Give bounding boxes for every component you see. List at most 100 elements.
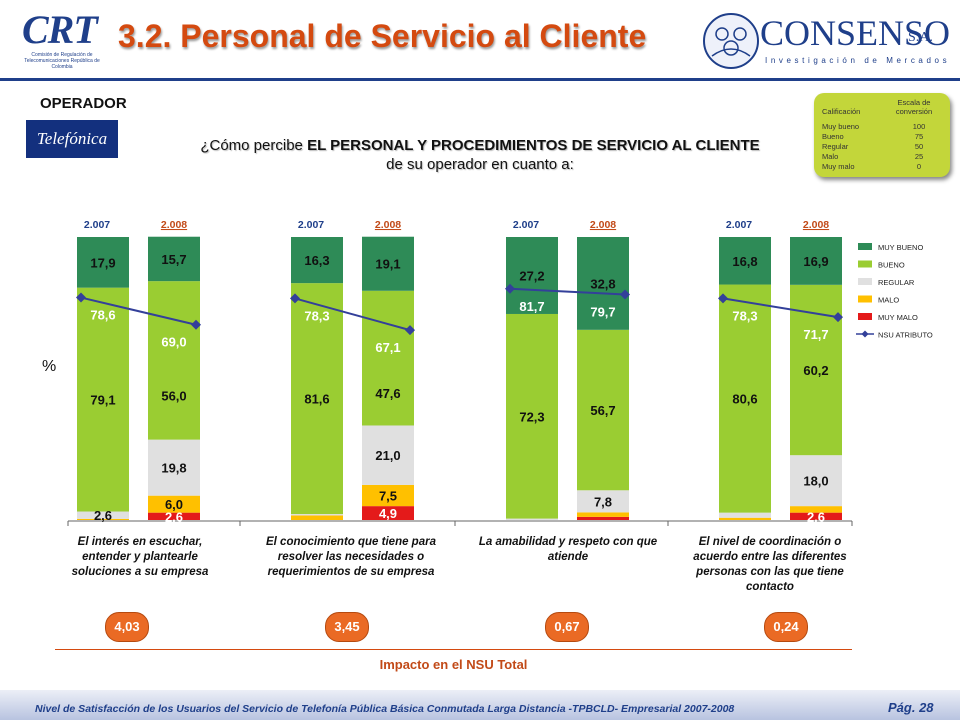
rating-row-label: Regular [822, 142, 849, 151]
group-description: El nivel de coordinación o acuerdo entre… [693, 536, 847, 593]
data-label: 2,6 [165, 509, 183, 524]
nsu-line [80, 296, 197, 326]
rating-row-value: 75 [914, 132, 924, 141]
bar-segment-regular [148, 439, 200, 496]
rating-row: Muy bueno 100 [822, 122, 942, 132]
year-label: 2.008 [803, 219, 829, 231]
legend-swatch [858, 278, 872, 285]
bar-segment-regular [506, 518, 558, 520]
year-label: 2.007 [726, 219, 752, 231]
page-title: 3.2. Personal de Servicio al Cliente [118, 18, 647, 54]
data-label: 27,2 [519, 268, 544, 283]
bar-segment-muy-bueno [790, 237, 842, 285]
nsu-impact-badge: 0,67 [545, 612, 589, 642]
nsu-line [294, 297, 411, 332]
group-description: La amabilidad y respeto con que atiende [478, 536, 658, 563]
nsu-value-label: 67,1 [375, 340, 400, 355]
crt-logo-subtitle: Comisión de Regulación de Telecomunicaci… [24, 52, 100, 70]
nsu-value-label: 69,0 [161, 335, 186, 350]
nsu-value-label: 81,7 [519, 299, 544, 314]
consenso-brand-name: CONSENSO [760, 13, 951, 53]
data-label: 7,5 [379, 489, 397, 504]
data-label: 7,8 [594, 494, 612, 509]
year-label: 2.008 [161, 219, 187, 231]
operator-label: OPERADOR [40, 95, 127, 112]
bar-segment-bueno [719, 284, 771, 513]
bar-segment-bueno [506, 313, 558, 519]
year-label: 2.007 [513, 219, 539, 231]
bar-segment-malo [362, 484, 414, 507]
data-label: 80,6 [732, 392, 757, 407]
bar-segment-muy-bueno [291, 237, 343, 284]
data-label: 4,9 [379, 506, 397, 521]
data-label: 19,8 [161, 461, 186, 476]
legend-label: BUENO [878, 261, 905, 270]
bar-segment-bueno [291, 283, 343, 515]
consenso-brand-sa: S.A. [908, 30, 933, 45]
bar-segment-regular [577, 490, 629, 513]
year-label: 2.007 [298, 219, 324, 231]
y-axis-label: % [42, 358, 57, 375]
data-label: 6,0 [165, 497, 183, 512]
nsu-point [505, 283, 515, 294]
footer-text: Nivel de Satisfacción de los Usuarios de… [35, 703, 735, 715]
legend-swatch-marker [861, 330, 869, 338]
nsu-impact-badge: 4,03 [105, 612, 149, 642]
impact-divider [55, 649, 852, 650]
data-label: 16,3 [304, 253, 329, 268]
rating-row-value: 25 [914, 152, 924, 161]
legend-label: REGULAR [878, 278, 915, 287]
data-label: 79,1 [90, 393, 115, 408]
group-description: El conocimiento que tiene para resolver … [266, 536, 436, 578]
footer-bar [0, 690, 960, 720]
rating-row: Bueno 75 [822, 132, 942, 142]
crt-logo: CRT [22, 7, 98, 52]
bar-segment-bueno [77, 287, 129, 512]
data-label: 32,8 [590, 276, 615, 291]
bar-segment-muy-malo [790, 512, 842, 520]
bar-segment-malo [577, 512, 629, 517]
bar-segment-bueno [148, 281, 200, 440]
bar-segment-muy-bueno [148, 236, 200, 282]
rating-row-value: 50 [914, 142, 924, 151]
bar-segment-muy-malo [148, 512, 200, 520]
bar-segment-muy-bueno [719, 237, 771, 285]
question-text: ¿Cómo percibe EL PERSONAL Y PROCEDIMIENT… [200, 136, 760, 174]
bar-segment-muy-bueno [577, 237, 629, 330]
nsu-value-label: 79,7 [590, 304, 615, 319]
nsu-value-label: 78,3 [732, 308, 757, 323]
bar-segment-muy-bueno [362, 236, 414, 291]
nsu-line [722, 297, 839, 319]
rating-row-label: Muy malo [822, 162, 855, 171]
data-label: 47,6 [375, 386, 400, 401]
bar-segment-bueno [362, 290, 414, 426]
legend-swatch [858, 260, 872, 268]
bar-segment-regular [719, 512, 771, 518]
data-label: 21,0 [375, 448, 400, 463]
nsu-point [718, 293, 728, 304]
rating-scale-box: Calificación Escala de conversión Muy bu… [814, 93, 950, 177]
bar-segment-malo [77, 518, 129, 520]
bar-segment-muy-malo [362, 506, 414, 520]
data-label: 15,7 [161, 252, 186, 267]
telefonica-logo: Telefónica [26, 120, 118, 158]
bar-segment-bueno [577, 329, 629, 491]
legend-label: MUY BUENO [878, 243, 923, 252]
nsu-point [290, 293, 300, 304]
nsu-point [620, 289, 630, 300]
nsu-line [509, 287, 626, 296]
nsu-impact-badge: 3,45 [325, 612, 369, 642]
rating-header-right: Escala de conversión [895, 98, 933, 116]
bar-segment-muy-bueno [77, 237, 129, 288]
group-description: El interés en escuchar, entender y plant… [71, 536, 209, 578]
data-label: 17,9 [90, 255, 115, 270]
bar-segment-regular [77, 511, 129, 519]
nsu-value-label: 78,3 [304, 308, 329, 323]
consenso-tagline: Investigación de Mercados [765, 56, 951, 65]
header-divider [0, 78, 960, 81]
legend-swatch [858, 313, 872, 320]
data-label: 56,7 [590, 403, 615, 418]
nsu-point [76, 292, 86, 303]
rating-row-label: Malo [822, 152, 839, 161]
rating-row-label: Muy bueno [822, 122, 860, 131]
